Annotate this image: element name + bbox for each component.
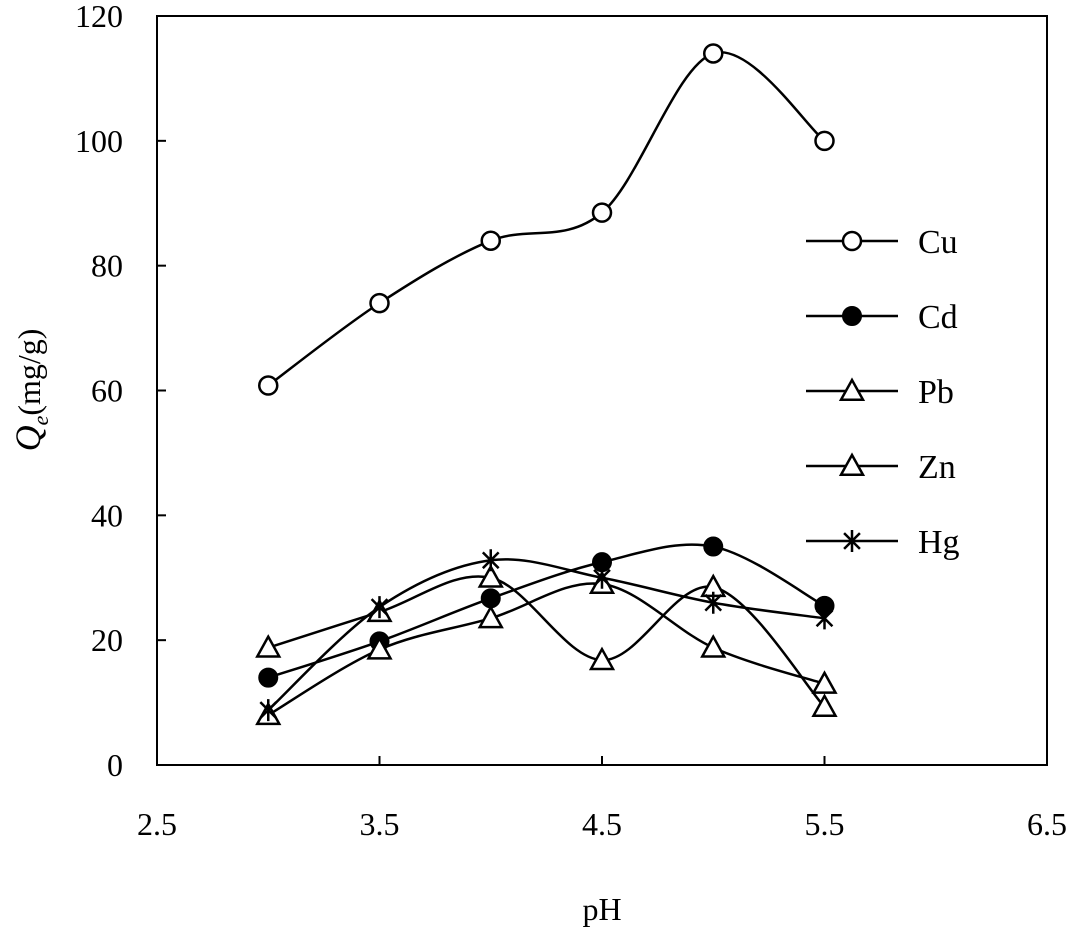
legend-label-pb: Pb [918, 374, 954, 411]
data-point-hg [259, 699, 278, 722]
legend-item-cu: Cu [806, 224, 958, 261]
data-point-cd [258, 667, 279, 688]
data-point-hg [370, 596, 389, 619]
y-tick-label: 20 [91, 622, 123, 658]
data-point-pb [811, 693, 838, 718]
data-point-cu [369, 292, 390, 314]
data-point-hg [704, 591, 723, 614]
data-point-cu [480, 230, 501, 251]
data-point-zn [700, 634, 727, 658]
y-tick-label: 60 [91, 373, 123, 409]
legend-marker-zn [838, 452, 866, 477]
series-line-hg [267, 558, 825, 711]
x-tick-label: 2.5 [137, 806, 177, 842]
data-point-cu [591, 202, 613, 223]
series-cu [258, 43, 835, 396]
data-point-cu [814, 130, 835, 152]
y-axis-title-subscript: e [28, 415, 53, 425]
x-axis-title: pH [582, 891, 621, 927]
legend: Cu Cd Pb Zn Hg [806, 224, 960, 561]
data-point-hg [593, 566, 611, 589]
y-axis-title-symbol: Q [8, 425, 48, 451]
series-zn [255, 570, 838, 726]
series-cd [258, 536, 835, 688]
series-line-cd [267, 543, 826, 679]
x-tick-label: 5.5 [805, 806, 845, 842]
series-line-cu [267, 51, 826, 387]
y-axis: 0 20 40 60 80 100 120 [75, 0, 166, 783]
series-hg [259, 549, 834, 722]
legend-label-hg: Hg [918, 524, 960, 561]
x-tick-label: 6.5 [1027, 806, 1067, 842]
data-point-hg [481, 549, 500, 572]
series-pb [255, 564, 838, 718]
y-tick-label: 40 [91, 497, 123, 533]
legend-item-pb: Pb [806, 374, 954, 411]
data-point-cd [480, 588, 501, 609]
legend-marker-cd [842, 306, 862, 326]
data-point-zn [477, 604, 504, 629]
x-tick-label: 4.5 [582, 806, 622, 842]
legend-item-zn: Zn [806, 449, 956, 486]
data-point-pb [588, 646, 616, 671]
x-axis: 2.5 3.5 4.5 5.5 6.5 [137, 756, 1067, 842]
legend-label-zn: Zn [918, 449, 956, 486]
data-point-cu [703, 43, 724, 64]
legend-marker-hg [843, 530, 861, 552]
data-point-pb [255, 634, 282, 658]
y-tick-label: 0 [107, 747, 123, 783]
data-point-zn [811, 670, 838, 694]
y-tick-label: 100 [75, 123, 123, 159]
y-tick-label: 80 [91, 248, 123, 284]
legend-label-cu: Cu [918, 224, 958, 261]
x-tick-label: 3.5 [360, 806, 400, 842]
legend-item-cd: Cd [806, 299, 958, 336]
series-layer [255, 43, 838, 726]
data-point-hg [815, 607, 834, 630]
legend-marker-pb [838, 377, 866, 402]
data-point-pb [477, 564, 504, 588]
data-point-cu [258, 375, 279, 396]
y-axis-title: Qe(mg/g) [8, 329, 53, 452]
y-tick-label: 120 [75, 0, 123, 34]
data-point-zn [366, 635, 393, 660]
data-point-cd [703, 536, 724, 557]
legend-label-cd: Cd [918, 299, 958, 336]
y-axis-title-unit: (mg/g) [11, 329, 47, 416]
legend-item-hg: Hg [806, 524, 960, 561]
legend-marker-cu [841, 230, 863, 252]
